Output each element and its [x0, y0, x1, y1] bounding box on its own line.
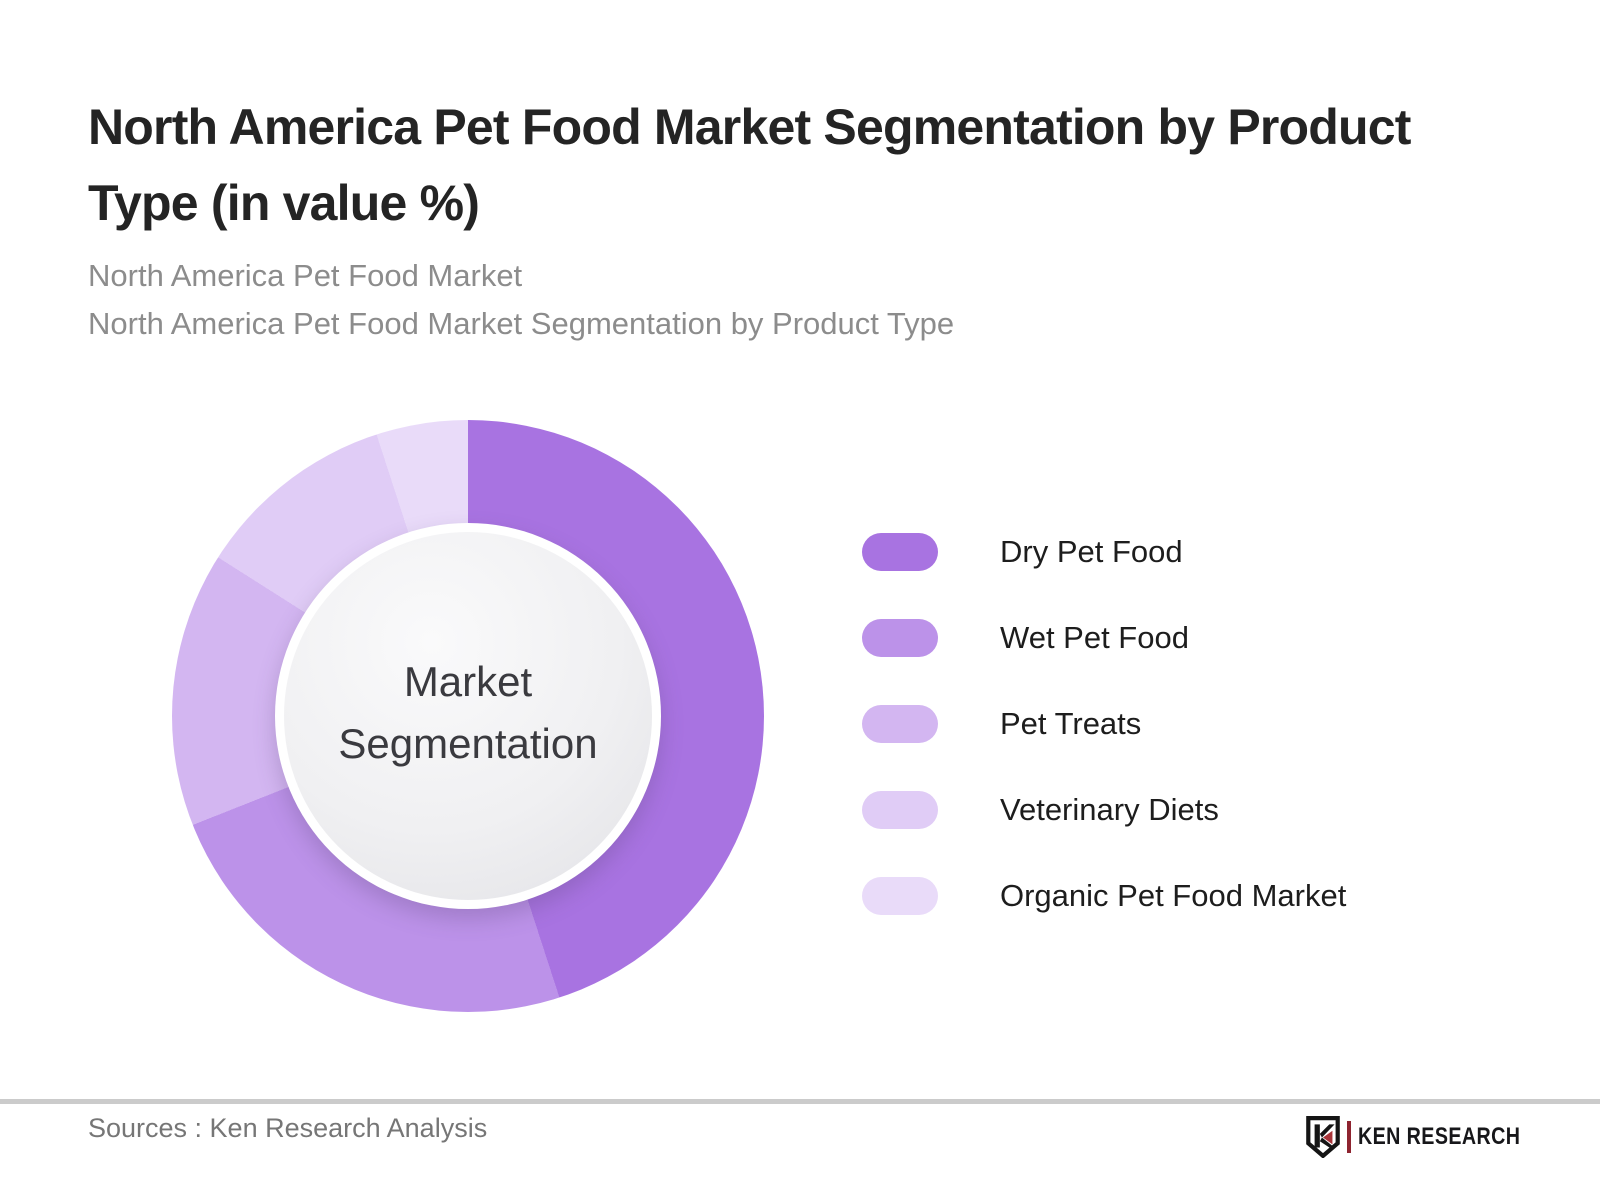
chart-subtitle-line1: North America Pet Food Market — [88, 258, 523, 293]
legend-swatch — [862, 877, 938, 915]
legend-swatch — [862, 705, 938, 743]
legend-swatch — [862, 619, 938, 657]
page-title: North America Pet Food Market Segmentati… — [88, 89, 1518, 241]
page-title-line1: North America Pet Food Market Segmentati… — [88, 98, 1411, 155]
page-title-line2: Type (in value %) — [88, 174, 480, 231]
donut-center-disc: Market Segmentation — [284, 532, 652, 900]
donut-center-label-line1: Market — [403, 658, 533, 705]
logo-brand-text: KEN RESEARCH — [1358, 1123, 1521, 1150]
legend-label: Pet Treats — [1000, 706, 1142, 741]
legend-swatch — [862, 533, 938, 571]
chart-subtitle: North America Pet Food Market North Amer… — [88, 252, 1518, 348]
chart-subtitle-line2: North America Pet Food Market Segmentati… — [88, 306, 955, 341]
chart-legend: Dry Pet Food Wet Pet Food Pet Treats Vet… — [862, 533, 1346, 963]
ken-research-shield-icon — [1306, 1116, 1340, 1158]
source-attribution: Sources : Ken Research Analysis — [88, 1113, 488, 1143]
legend-item-veterinary-diets: Veterinary Diets — [862, 791, 1346, 829]
donut-hole: Market Segmentation — [275, 523, 661, 909]
donut-center-label-line2: Segmentation — [338, 720, 598, 767]
donut-chart: Market Segmentation — [172, 420, 764, 1012]
legend-label: Wet Pet Food — [1000, 620, 1189, 655]
legend-item-wet-pet-food: Wet Pet Food — [862, 619, 1346, 657]
legend-label: Dry Pet Food — [1000, 534, 1183, 569]
donut-center-label: Market Segmentation — [338, 651, 597, 775]
legend-item-pet-treats: Pet Treats — [862, 705, 1346, 743]
footer-divider — [0, 1099, 1600, 1104]
legend-item-dry-pet-food: Dry Pet Food — [862, 533, 1346, 571]
legend-item-organic-pet-food-market: Organic Pet Food Market — [862, 877, 1346, 915]
legend-swatch — [862, 791, 938, 829]
logo-divider-bar — [1347, 1121, 1351, 1153]
legend-label: Veterinary Diets — [1000, 792, 1219, 827]
ken-research-logo: KEN RESEARCH — [1304, 1116, 1556, 1158]
legend-label: Organic Pet Food Market — [1000, 878, 1347, 913]
